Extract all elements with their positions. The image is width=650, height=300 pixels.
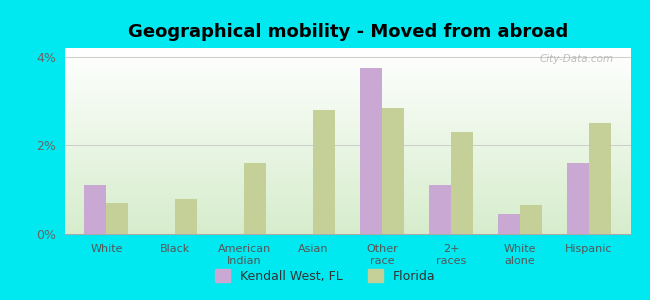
Bar [382,108,404,234]
Bar [360,68,382,234]
Bar [520,205,542,234]
Bar [84,185,107,234]
Title: Geographical mobility - Moved from abroad: Geographical mobility - Moved from abroa… [127,23,568,41]
Bar [244,163,266,234]
Legend: Kendall West, FL, Florida: Kendall West, FL, Florida [210,264,440,288]
Bar [567,163,589,234]
Bar [107,203,129,234]
Bar [451,132,473,234]
Text: City-Data.com: City-Data.com [540,54,614,64]
Bar [429,185,451,234]
Bar [176,199,198,234]
Bar [589,123,611,234]
Bar [498,214,520,234]
Bar [313,110,335,234]
